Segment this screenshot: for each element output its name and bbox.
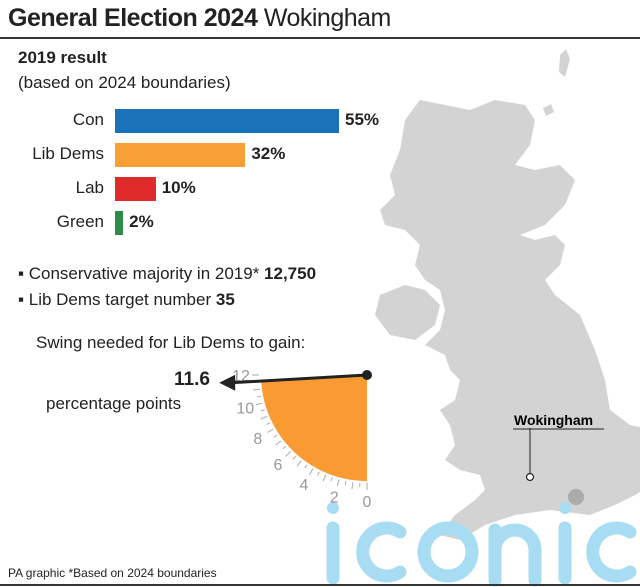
fact-majority: ▪ Conservative majority in 2019* 12,750 — [18, 264, 317, 283]
fact-target: ▪ Lib Dems target number 35 — [18, 290, 235, 309]
gauge-tick — [257, 395, 262, 398]
arrow-head-icon — [219, 374, 236, 391]
gauge-tick — [252, 388, 260, 391]
bar-green — [115, 211, 124, 235]
footer-divider — [0, 584, 640, 586]
gauge-tick — [267, 428, 274, 433]
swing-unit: percentage points — [46, 394, 182, 413]
gauge-tick — [296, 460, 302, 467]
watermark-logo — [326, 502, 637, 587]
chart-title: 2019 result — [18, 48, 107, 67]
gauge-tick-label: 2 — [330, 490, 339, 507]
gauge-tick — [322, 474, 327, 482]
gauge-tick — [330, 477, 333, 482]
bar-lab — [115, 177, 156, 201]
bar-value: 2% — [129, 212, 154, 231]
swing-value: 11.6 — [174, 369, 210, 390]
gauge-tick-label: 8 — [253, 431, 262, 448]
gauge-tick-label: 6 — [273, 457, 282, 474]
gauge-tick — [344, 480, 347, 485]
swing-wedge — [261, 375, 367, 481]
gauge-tick — [336, 479, 340, 487]
gauge-tick — [260, 415, 268, 420]
gauge-tick — [292, 455, 297, 460]
gauge-tick — [351, 482, 354, 490]
swing-arrow — [231, 373, 368, 385]
gauge-tick — [317, 471, 320, 476]
swing-title: Swing needed for Lib Dems to gain: — [36, 333, 306, 352]
bar-label-lib-dems: Lib Dems — [32, 144, 104, 163]
bar-label-green: Green — [56, 212, 104, 231]
wokingham-marker — [525, 472, 535, 482]
bar-label-lab: Lab — [75, 178, 104, 197]
map-dot — [568, 489, 584, 505]
chart-subtitle: (based on 2024 boundaries) — [18, 73, 231, 92]
gauge-tick — [260, 409, 265, 412]
uk-landmass — [375, 49, 640, 540]
title-divider — [0, 37, 640, 39]
map-label-wokingham: Wokingham — [514, 412, 593, 428]
gauge-tick — [304, 464, 308, 469]
gauge-tick — [255, 402, 263, 406]
gauge-tick — [282, 445, 287, 450]
gauge-tick-label: 4 — [300, 477, 309, 494]
footer-note: PA graphic *Based on 2024 boundaries — [8, 566, 217, 580]
bar-value: 55% — [345, 110, 380, 129]
bar-value: 10% — [161, 178, 196, 197]
page-title: General Election 2024 Wokingham — [8, 4, 391, 32]
gauge-tick — [275, 440, 282, 446]
gauge-pivot — [362, 370, 372, 380]
bar-value: 32% — [251, 144, 286, 163]
gauge-tick-label: 10 — [236, 401, 254, 418]
gauge-tick — [273, 434, 278, 438]
bar-label-con: Con — [72, 110, 104, 129]
bar-lib-dems — [115, 143, 246, 167]
gauge-tick — [309, 468, 314, 475]
bar-con — [115, 109, 339, 133]
gauge-tick-label: 0 — [363, 494, 372, 511]
gauge-tick — [285, 451, 291, 457]
gauge-tick — [266, 422, 271, 425]
